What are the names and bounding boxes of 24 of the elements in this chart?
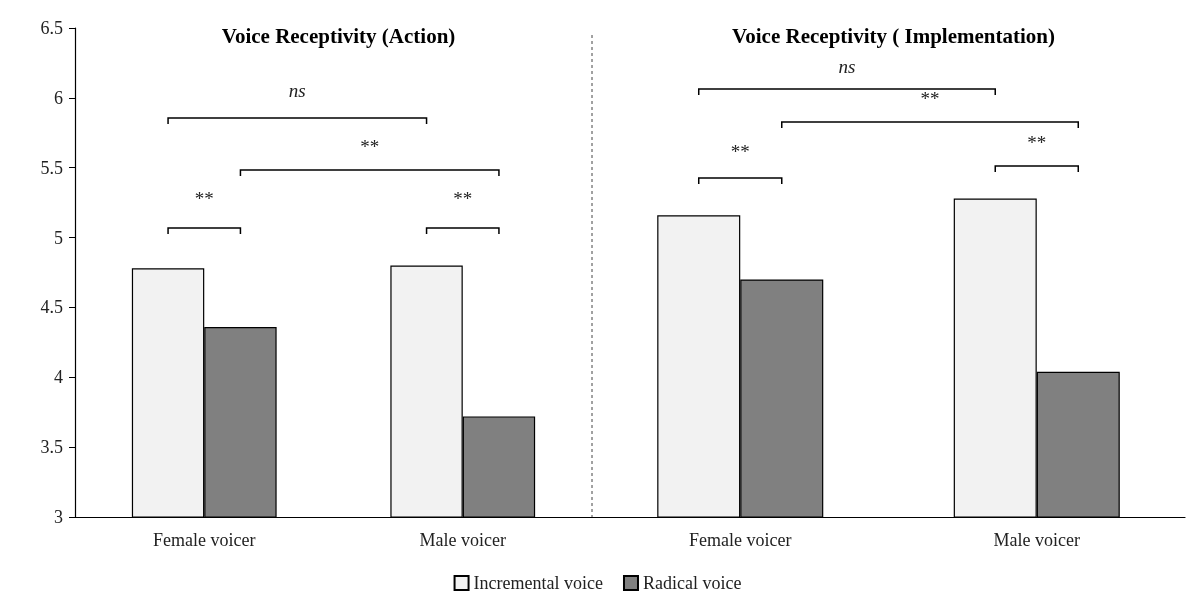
annotation: ** <box>360 136 380 158</box>
x-tick-label: Male voicer <box>419 530 506 550</box>
annotation: ** <box>730 141 750 163</box>
y-tick-label: 3 <box>54 507 63 527</box>
y-tick-label: 6.5 <box>40 18 63 38</box>
annotation: ** <box>453 188 473 210</box>
x-tick-label: Male voicer <box>993 530 1080 550</box>
x-tick-label: Female voicer <box>689 530 792 550</box>
y-tick-label: 5.5 <box>40 157 63 178</box>
legend-label: Incremental voice <box>473 573 603 593</box>
annotation: ns <box>288 80 306 102</box>
y-tick-label: 4 <box>54 367 63 388</box>
y-tick-label: 6 <box>54 87 63 108</box>
y-tick-label: 4.5 <box>40 297 63 318</box>
y-tick-label: 3.5 <box>40 437 63 458</box>
annotation: ** <box>1027 132 1047 154</box>
y-tick-label: 5 <box>54 227 63 248</box>
annotation: ** <box>920 88 940 110</box>
x-tick-label: Female voicer <box>153 530 256 550</box>
legend-label: Radical voice <box>642 573 742 593</box>
annotation: ** <box>194 188 214 210</box>
annotation: ns <box>838 56 856 78</box>
chart-title: Voice Receptivity ( Implementation) <box>732 23 1055 48</box>
chart-title: Voice Receptivity (Action) <box>221 23 456 48</box>
